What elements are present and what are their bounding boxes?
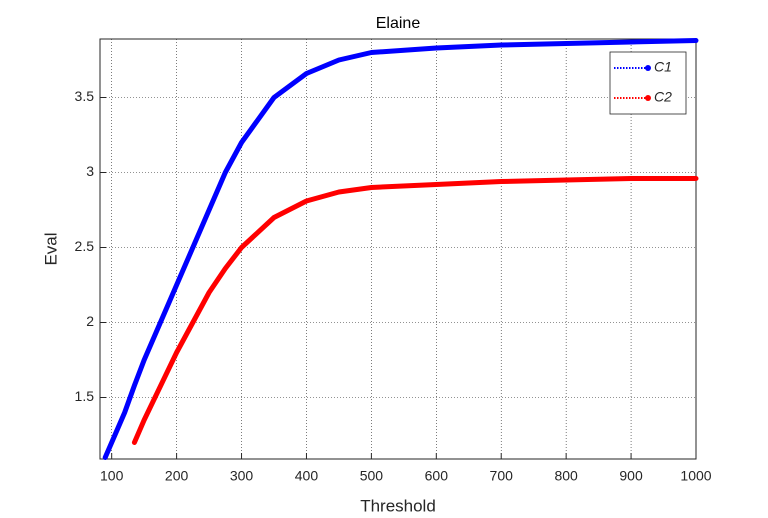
x-tick-label: 700 xyxy=(490,468,514,484)
x-axis-label: Threshold xyxy=(360,496,436,515)
legend-marker xyxy=(645,65,651,71)
y-tick-label: 3.5 xyxy=(75,88,95,104)
x-tick-label: 100 xyxy=(100,468,124,484)
legend-marker xyxy=(645,95,651,101)
y-tick-label: 2 xyxy=(86,313,94,329)
y-tick-label: 1.5 xyxy=(75,388,95,404)
legend-label: C1 xyxy=(654,59,672,75)
axes-box xyxy=(99,38,697,460)
x-tick-label: 500 xyxy=(360,468,384,484)
x-tick-label: 600 xyxy=(425,468,449,484)
x-tick-label: 900 xyxy=(619,468,643,484)
y-tick-label: 3 xyxy=(86,163,94,179)
x-tick-label: 400 xyxy=(295,468,319,484)
x-tick-label: 200 xyxy=(165,468,189,484)
chart-title: Elaine xyxy=(376,15,421,32)
x-tick-label: 300 xyxy=(230,468,254,484)
legend-box xyxy=(609,51,687,115)
x-tick-label: 1000 xyxy=(680,468,711,484)
legend-label: C2 xyxy=(654,89,672,105)
x-tick-label: 800 xyxy=(554,468,578,484)
y-tick-label: 2.5 xyxy=(75,238,95,254)
line-series xyxy=(102,38,699,460)
y-axis-label: Eval xyxy=(41,232,60,265)
line-series xyxy=(131,176,699,445)
plot-area xyxy=(100,39,696,459)
